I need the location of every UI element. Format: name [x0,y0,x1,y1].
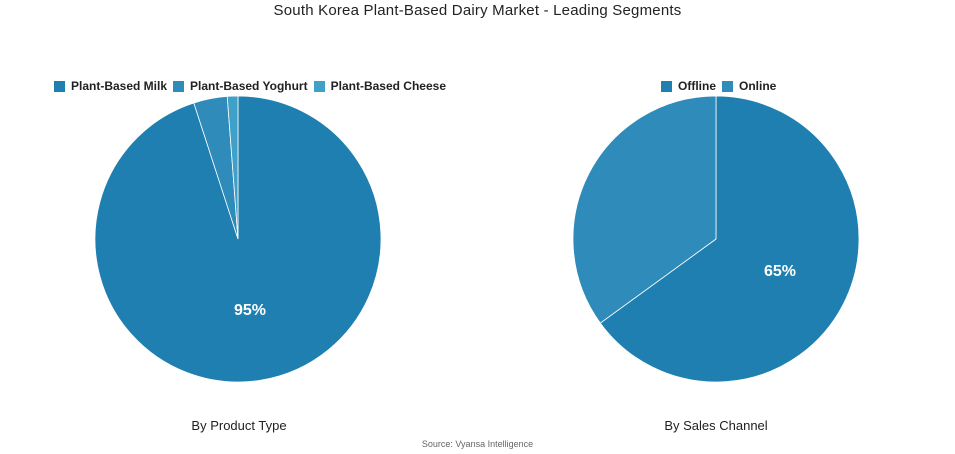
legend-item: Plant-Based Yoghurt [173,79,308,93]
legend-label: Plant-Based Yoghurt [190,79,308,93]
pie-slice [572,95,717,324]
legend-item: Plant-Based Cheese [313,79,446,93]
chart-title: South Korea Plant-Based Dairy Market - L… [273,2,682,19]
legend-item: Online [722,79,776,93]
legend-label: Plant-Based Cheese [330,79,446,93]
legend-label: Plant-Based Milk [71,79,168,93]
pie-slice [226,95,239,240]
legend-swatch [173,80,185,92]
pie-slice [599,95,860,383]
legend-product-type: Plant-Based Milk Plant-Based Yoghurt Plant… [54,79,452,93]
legend-sales-channel: Offline Online [661,79,782,93]
legend-swatch [661,80,672,92]
legend-item: Plant-Based Milk [54,79,167,93]
caption-product-type: By Product Type [191,418,287,433]
legend-swatch [313,80,325,92]
legend-swatch [722,80,733,92]
legend-swatch [54,80,65,92]
source-note: Source: Vyansa Intelligence [421,439,534,449]
legend-label: Offline [678,79,716,93]
legend-item: Offline [661,79,716,93]
data-label: 65% [764,263,796,280]
data-label: 95% [234,302,266,319]
caption-sales-channel: By Sales Channel [664,418,768,433]
legend-label: Online [739,79,777,93]
